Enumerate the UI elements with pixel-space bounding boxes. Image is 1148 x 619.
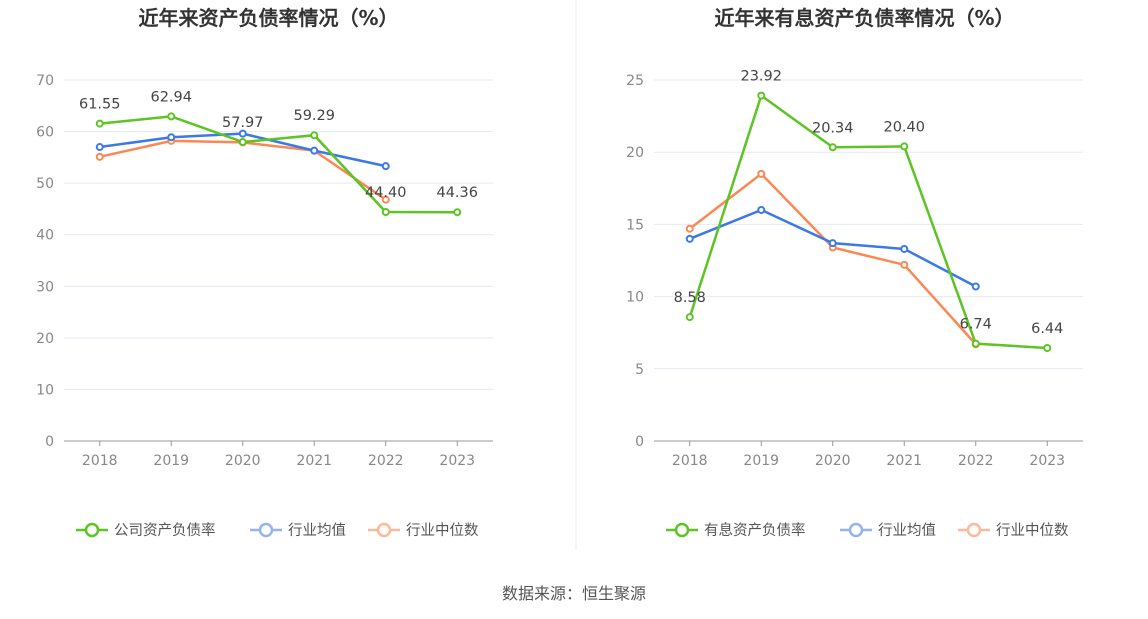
data-label: 6.74: [960, 317, 992, 333]
legend-marker: [848, 522, 864, 538]
y-tick-label: 60: [36, 125, 54, 141]
data-point: [900, 260, 909, 269]
legend-item[interactable]: 公司资产负债率: [76, 522, 216, 539]
data-point: [95, 152, 104, 161]
y-tick-label: 15: [626, 217, 644, 233]
legend-label: 公司资产负债率: [114, 522, 216, 539]
data-point: [900, 244, 909, 253]
y-tick-label: 0: [635, 434, 644, 450]
chart-1: 近年来有息资产负债率情况（%） 0 5 10 15 20 25 2018 2019 2020 202…: [626, 6, 1083, 539]
y-tick-label: 30: [36, 279, 54, 295]
legend-label: 行业均值: [288, 522, 346, 539]
data-label: 44.40: [365, 185, 407, 201]
data-point: [95, 119, 104, 128]
data-point: [381, 162, 390, 171]
y-tick-label: 70: [36, 73, 54, 89]
legend-label: 行业均值: [878, 522, 936, 539]
legend-item[interactable]: 行业均值: [840, 522, 936, 539]
data-point: [828, 239, 837, 248]
data-point: [310, 146, 319, 155]
data-point: [310, 131, 319, 140]
data-point: [685, 234, 694, 243]
legend-marker: [258, 522, 274, 538]
x-tick-label: 2023: [1029, 453, 1065, 469]
data-point: [828, 143, 837, 152]
x-tick-label: 2018: [672, 453, 708, 469]
y-tick-label: 40: [36, 228, 54, 244]
data-point: [167, 133, 176, 142]
data-label: 62.94: [150, 89, 192, 105]
x-tick-label: 2019: [743, 453, 779, 469]
data-point: [453, 208, 462, 217]
chart-0: 近年来资产负债率情况（%） 0 10 20 30 40 50 60 70 2018 2019 2020…: [36, 6, 493, 539]
y-tick-label: 5: [635, 362, 644, 378]
source-note: 数据来源：恒生聚源: [501, 584, 646, 603]
data-point: [381, 208, 390, 217]
data-point: [1043, 344, 1052, 353]
y-tick-label: 10: [626, 290, 644, 306]
legend-marker: [84, 522, 100, 538]
data-point: [95, 143, 104, 152]
data-point: [757, 205, 766, 214]
data-label: 57.97: [222, 115, 264, 131]
y-tick-label: 20: [36, 331, 54, 347]
data-label: 44.36: [436, 185, 478, 201]
y-tick-label: 20: [626, 145, 644, 161]
legend-label: 行业中位数: [406, 522, 479, 539]
data-point: [167, 112, 176, 121]
legend-item[interactable]: 行业均值: [250, 522, 346, 539]
legend-item[interactable]: 有息资产负债率: [666, 522, 806, 539]
y-tick-label: 10: [36, 382, 54, 398]
data-point: [900, 142, 909, 151]
x-tick-label: 2020: [815, 453, 851, 469]
legend-item[interactable]: 行业中位数: [368, 522, 479, 539]
legend-label: 行业中位数: [996, 522, 1069, 539]
data-point: [757, 91, 766, 100]
y-tick-label: 0: [45, 434, 54, 450]
data-point: [381, 195, 390, 204]
series-line: [99, 139, 387, 201]
chart-title: 近年来有息资产负债率情况（%）: [714, 6, 1014, 30]
x-tick-label: 2018: [82, 453, 118, 469]
data-point: [757, 169, 766, 178]
chart-title: 近年来资产负债率情况（%）: [138, 6, 398, 30]
x-tick-label: 2022: [958, 453, 994, 469]
legend-marker: [376, 522, 392, 538]
x-tick-label: 2021: [886, 453, 922, 469]
series-line: [688, 172, 977, 346]
legend-marker: [674, 522, 690, 538]
data-label: 6.44: [1031, 321, 1063, 337]
x-tick-label: 2021: [296, 453, 332, 469]
y-tick-label: 25: [626, 73, 644, 89]
x-tick-label: 2020: [225, 453, 261, 469]
series-line: [99, 115, 458, 214]
data-label: 20.34: [812, 120, 854, 136]
legend-label: 有息资产负债率: [704, 522, 806, 539]
y-tick-label: 50: [36, 176, 54, 192]
legend-marker: [966, 522, 982, 538]
series-line: [688, 93, 1048, 350]
data-point: [238, 138, 247, 147]
legend-item[interactable]: 行业中位数: [958, 522, 1069, 539]
x-tick-label: 2022: [368, 453, 404, 469]
data-point: [685, 224, 694, 233]
data-label: 61.55: [79, 97, 121, 113]
data-point: [971, 282, 980, 291]
data-label: 8.58: [674, 290, 706, 306]
data-point: [685, 313, 694, 322]
data-label: 23.92: [740, 69, 782, 85]
x-tick-label: 2023: [439, 453, 475, 469]
data-point: [971, 339, 980, 348]
data-point: [238, 129, 247, 138]
data-label: 20.40: [883, 119, 925, 135]
x-tick-label: 2019: [153, 453, 189, 469]
data-label: 59.29: [293, 108, 335, 124]
